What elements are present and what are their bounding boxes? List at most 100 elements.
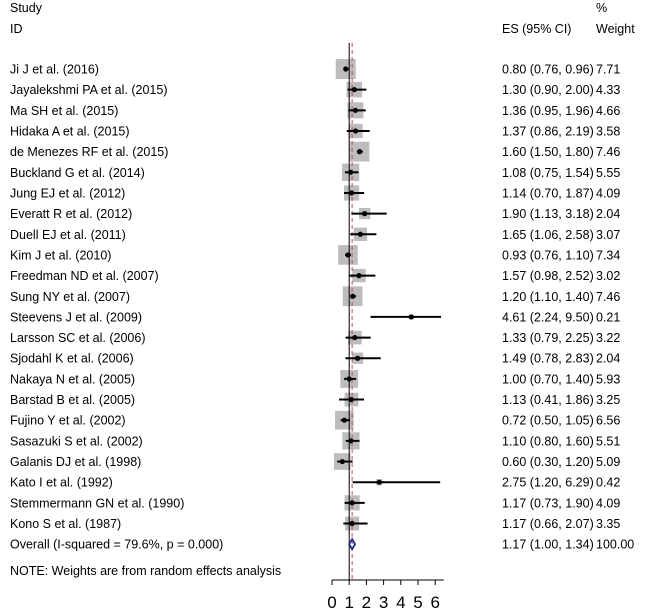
header-id: ID	[10, 22, 23, 36]
x-tick-label: 1	[344, 593, 353, 612]
effect-size-ci: 2.75 (1.20, 6.29)	[502, 476, 594, 490]
weight-boxes	[333, 58, 414, 531]
effect-size-ci: 1.17 (0.73, 1.90)	[502, 496, 594, 510]
point-estimate	[348, 396, 355, 403]
effect-size-ci: 1.49 (0.78, 2.83)	[502, 352, 594, 366]
effect-size-ci: 1.17 (0.66, 2.07)	[502, 517, 594, 531]
header-es: ES (95% CI)	[502, 22, 571, 36]
point-estimate	[356, 149, 363, 155]
header-weight: Weight	[596, 22, 635, 36]
effect-size-ci: 1.10 (0.80, 1.60)	[502, 434, 594, 448]
study-label: Galanis DJ et al. (1998)	[10, 455, 141, 469]
effect-size-ci: 1.08 (0.75, 1.54)	[502, 166, 594, 180]
weight-value: 3.25	[596, 393, 620, 407]
point-estimate	[356, 273, 362, 279]
study-label: Duell EJ et al. (2011)	[10, 228, 126, 242]
weight-value: 2.04	[596, 207, 620, 221]
weight-value: 4.09	[596, 186, 620, 200]
weight-value: 3.22	[596, 331, 620, 345]
study-label: Stemmermann GN et al. (1990)	[10, 496, 184, 510]
header-study: Study	[10, 1, 43, 15]
point-estimate	[347, 169, 354, 175]
overall-label: Overall (I-squared = 79.6%, p = 0.000)	[10, 538, 223, 552]
x-tick-label: 2	[362, 593, 371, 612]
header-percent: %	[596, 1, 607, 15]
weight-value: 5.51	[596, 434, 620, 448]
point-estimate	[352, 334, 358, 341]
point-estimate	[376, 479, 382, 485]
point-estimate	[339, 458, 345, 465]
weight-value: 3.07	[596, 228, 620, 242]
study-label: Fujino Y et al. (2002)	[10, 414, 126, 428]
weight-value: 3.02	[596, 269, 620, 283]
overall-effect-size-ci: 1.17 (1.00, 1.34)	[502, 538, 594, 552]
weight-value: 7.46	[596, 290, 620, 304]
effect-size-ci: 1.36 (0.95, 1.96)	[502, 104, 594, 118]
weight-value: 4.33	[596, 83, 620, 97]
effect-size-ci: 1.13 (0.41, 1.86)	[502, 393, 594, 407]
point-estimate	[349, 500, 355, 506]
overall-weight: 100.00	[596, 538, 634, 552]
study-rows: Ji J et al. (2016) 0.80 (0.76, 0.96) 7.71 J…	[10, 63, 634, 552]
x-tick-label: 3	[379, 593, 388, 612]
effect-size-ci: 1.14 (0.70, 1.87)	[502, 186, 594, 200]
study-label: Ji J et al. (2016)	[10, 63, 99, 77]
weight-value: 2.04	[596, 352, 620, 366]
weight-value: 7.46	[596, 145, 620, 159]
study-label: Ma SH et al. (2015)	[10, 104, 118, 118]
effect-size-ci: 0.93 (0.76, 1.10)	[502, 248, 594, 262]
weight-value: 5.09	[596, 455, 620, 469]
effect-size-ci: 1.60 (1.50, 1.80)	[502, 145, 594, 159]
effect-size-ci: 0.72 (0.50, 1.05)	[502, 414, 594, 428]
effect-size-ci: 1.30 (0.90, 2.00)	[502, 83, 594, 97]
point-estimate	[362, 211, 368, 217]
point-estimate	[351, 87, 357, 93]
weight-value: 7.71	[596, 63, 620, 77]
effect-size-ci: 1.90 (1.13, 3.18)	[502, 207, 594, 221]
study-marks	[337, 66, 441, 551]
study-label: Hidaka A et al. (2015)	[10, 124, 130, 138]
study-label: Steevens J et al. (2009)	[10, 310, 142, 324]
overall-diamond	[348, 537, 357, 551]
weight-value: 5.55	[596, 166, 620, 180]
reference-lines	[348, 43, 353, 580]
study-label: Buckland G et al. (2014)	[10, 166, 145, 180]
point-estimate	[346, 376, 352, 382]
point-estimate	[343, 66, 349, 72]
point-estimate	[348, 438, 354, 444]
study-label: Jung EJ et al. (2012)	[10, 186, 125, 200]
weight-value: 7.34	[596, 248, 620, 262]
effect-size-ci: 0.80 (0.76, 0.96)	[502, 63, 594, 77]
study-label: Sung NY et al. (2007)	[10, 290, 130, 304]
study-label: Sjodahl K et al. (2006)	[10, 352, 134, 366]
study-label: Freedman ND et al. (2007)	[10, 269, 159, 283]
point-estimate	[349, 190, 355, 196]
study-label: Kato I et al. (1992)	[10, 476, 113, 490]
study-label: de Menezes RF et al. (2015)	[10, 145, 168, 159]
weight-value: 0.42	[596, 476, 620, 490]
point-estimate	[345, 252, 351, 258]
effect-size-ci: 1.00 (0.70, 1.40)	[502, 372, 594, 386]
study-label: Jayalekshmi PA et al. (2015)	[10, 83, 167, 97]
point-estimate	[341, 417, 347, 423]
point-estimate	[355, 355, 361, 361]
x-tick-label: 4	[396, 593, 405, 612]
x-tick-label: 0	[327, 593, 336, 612]
study-label: Kono S et al. (1987)	[10, 517, 121, 531]
weight-value: 0.21	[596, 310, 620, 324]
study-label: Everatt R et al. (2012)	[10, 207, 132, 221]
point-estimate	[349, 520, 355, 527]
x-tick-label: 5	[413, 593, 422, 612]
point-estimate	[350, 293, 356, 299]
effect-size-ci: 1.37 (0.86, 2.19)	[502, 124, 594, 138]
weight-value: 3.58	[596, 124, 620, 138]
weight-value: 3.35	[596, 517, 620, 531]
point-estimate	[408, 314, 414, 320]
weight-value: 4.66	[596, 104, 620, 118]
study-label: Larsson SC et al. (2006)	[10, 331, 146, 345]
effect-size-ci: 1.20 (1.10, 1.40)	[502, 290, 594, 304]
note-text: NOTE: Weights are from random effects an…	[10, 564, 281, 578]
weight-value: 5.93	[596, 372, 620, 386]
weight-value: 6.56	[596, 414, 620, 428]
